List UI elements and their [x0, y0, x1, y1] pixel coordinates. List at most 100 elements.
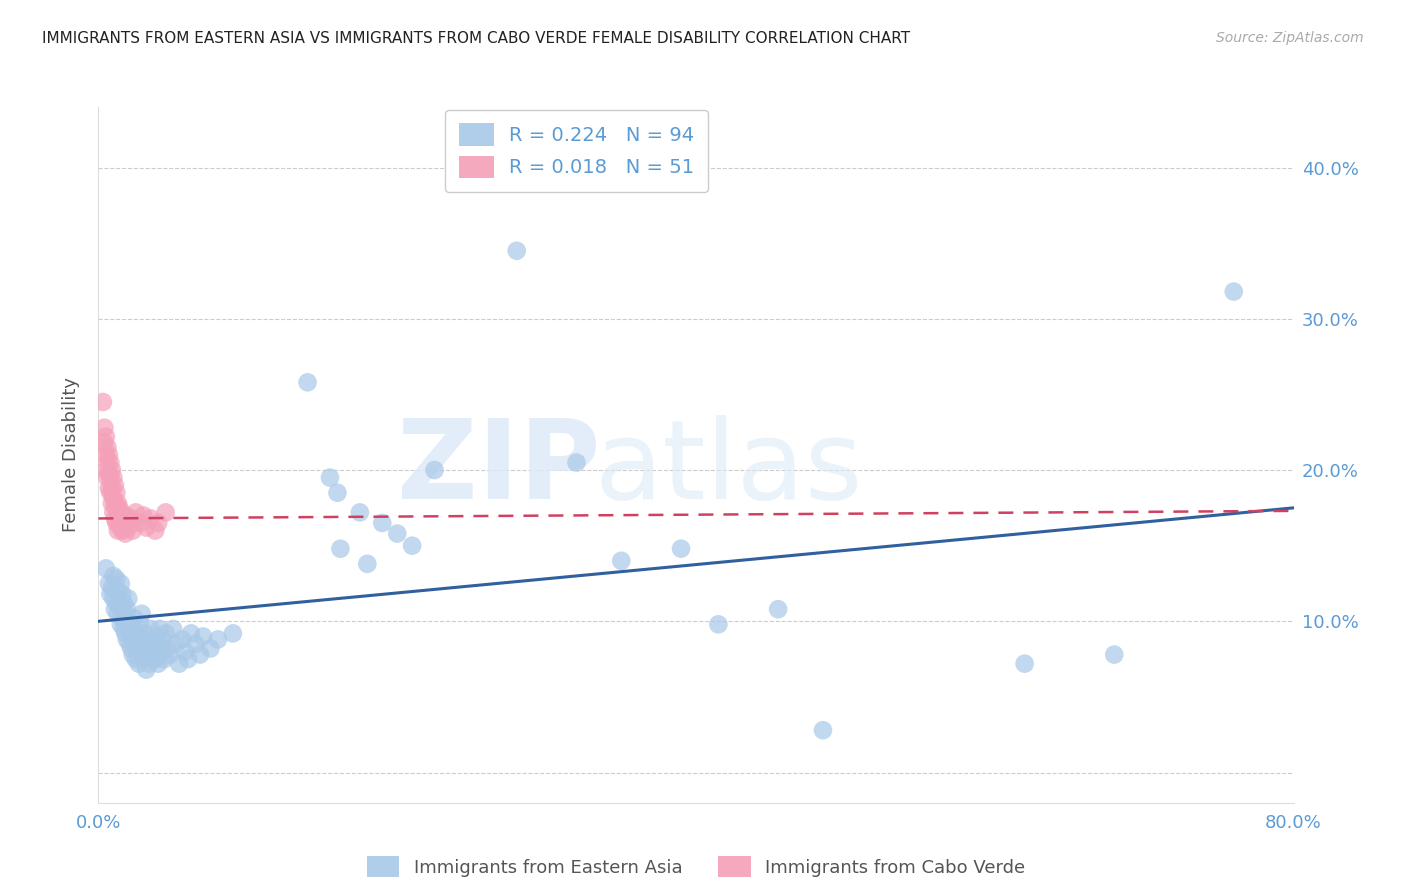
Point — [156, 641, 179, 656]
Point — [94, 463, 117, 477]
Point — [117, 591, 139, 606]
Point — [91, 395, 114, 409]
Point — [108, 599, 131, 614]
Point — [107, 496, 129, 510]
Point — [103, 505, 125, 519]
Point — [811, 723, 834, 738]
Text: atlas: atlas — [595, 416, 863, 523]
Point — [118, 626, 141, 640]
Point — [107, 524, 129, 538]
Point — [108, 516, 131, 530]
Point — [125, 652, 148, 666]
Point — [135, 644, 157, 658]
Point — [200, 641, 222, 656]
Point — [174, 644, 197, 658]
Point — [121, 622, 143, 636]
Point — [114, 508, 136, 523]
Point — [115, 602, 138, 616]
Point — [111, 524, 134, 538]
Point — [149, 622, 172, 636]
Point — [707, 617, 730, 632]
Point — [129, 516, 152, 530]
Point — [148, 516, 170, 530]
Point — [93, 435, 115, 450]
Point — [105, 516, 128, 530]
Point — [117, 520, 139, 534]
Point — [110, 576, 132, 591]
Point — [105, 596, 128, 610]
Point — [153, 652, 176, 666]
Point — [1014, 657, 1036, 671]
Point — [101, 496, 124, 510]
Point — [191, 629, 214, 643]
Point — [101, 581, 124, 595]
Y-axis label: Female Disability: Female Disability — [62, 377, 80, 533]
Point — [669, 541, 692, 556]
Point — [121, 524, 143, 538]
Point — [105, 500, 128, 515]
Point — [110, 617, 132, 632]
Text: Source: ZipAtlas.com: Source: ZipAtlas.com — [1216, 31, 1364, 45]
Point — [101, 463, 124, 477]
Point — [103, 470, 125, 484]
Point — [136, 637, 159, 651]
Point — [96, 470, 118, 484]
Point — [110, 520, 132, 534]
Point — [207, 632, 229, 647]
Point — [143, 524, 166, 538]
Point — [167, 657, 190, 671]
Point — [111, 587, 134, 601]
Point — [97, 466, 120, 480]
Point — [121, 648, 143, 662]
Point — [110, 505, 132, 519]
Point — [97, 448, 120, 462]
Point — [114, 607, 136, 621]
Point — [128, 637, 150, 651]
Point — [128, 657, 150, 671]
Point — [124, 611, 146, 625]
Point — [135, 520, 157, 534]
Point — [159, 648, 181, 662]
Point — [103, 569, 125, 583]
Point — [565, 455, 588, 469]
Point — [111, 511, 134, 525]
Point — [120, 641, 142, 656]
Point — [107, 607, 129, 621]
Point — [114, 626, 136, 640]
Point — [127, 626, 149, 640]
Point — [112, 596, 135, 610]
Point — [506, 244, 529, 258]
Point — [97, 576, 120, 591]
Point — [97, 481, 120, 495]
Point — [100, 485, 122, 500]
Point — [100, 470, 122, 484]
Point — [101, 481, 124, 495]
Point — [120, 617, 142, 632]
Point — [112, 516, 135, 530]
Point — [188, 648, 211, 662]
Point — [107, 508, 129, 523]
Point — [326, 485, 349, 500]
Point — [96, 455, 118, 469]
Point — [112, 622, 135, 636]
Point — [1223, 285, 1246, 299]
Point — [150, 644, 173, 658]
Point — [104, 511, 127, 525]
Point — [180, 626, 202, 640]
Point — [117, 615, 139, 629]
Point — [165, 637, 187, 651]
Point — [118, 637, 141, 651]
Point — [329, 541, 352, 556]
Point — [356, 557, 378, 571]
Point — [1104, 648, 1126, 662]
Point — [139, 622, 162, 636]
Point — [145, 629, 167, 643]
Point — [297, 376, 319, 390]
Point — [155, 505, 177, 519]
Point — [155, 626, 177, 640]
Point — [103, 490, 125, 504]
Point — [94, 430, 117, 444]
Point — [107, 584, 129, 599]
Point — [111, 611, 134, 625]
Point — [131, 607, 153, 621]
